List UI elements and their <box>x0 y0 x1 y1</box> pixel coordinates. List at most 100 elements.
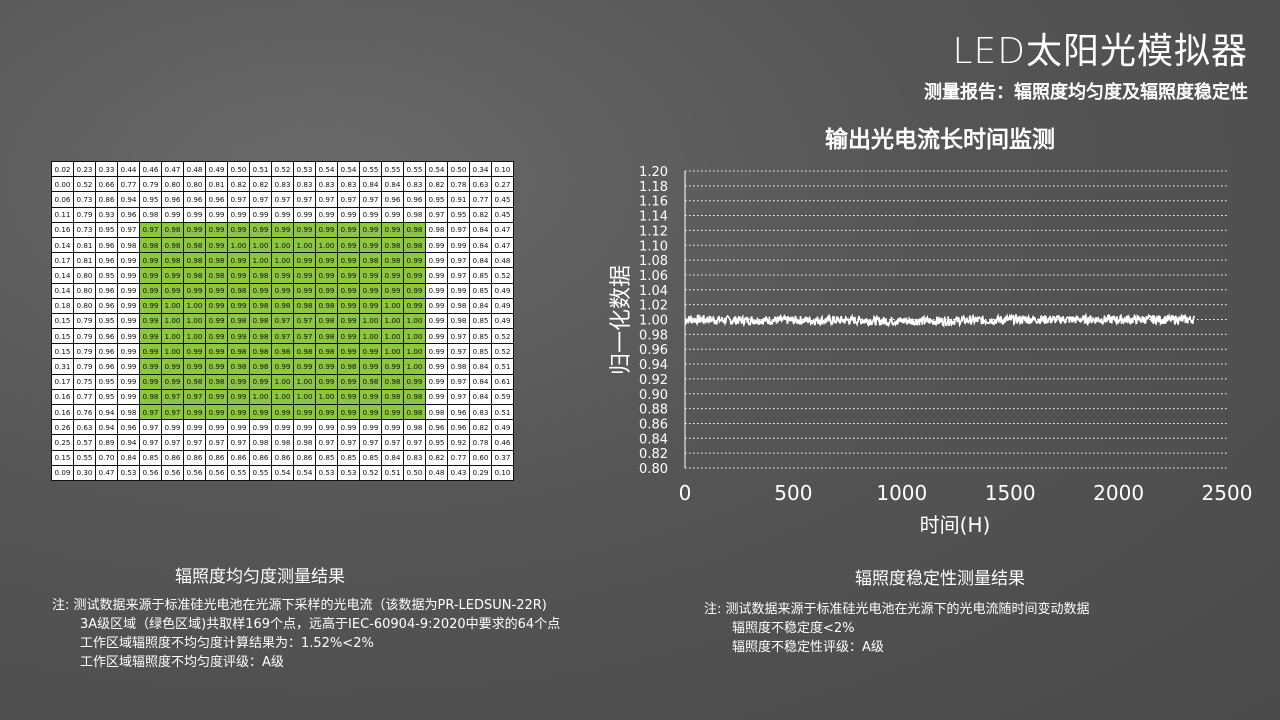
y-tick-label: 1.08 <box>639 254 668 269</box>
table-cell: 0.99 <box>403 252 426 269</box>
table-cell: 1.00 <box>359 312 382 330</box>
table-cell: 0.99 <box>139 373 162 390</box>
y-tick-label: 0.90 <box>639 388 668 403</box>
table-cell: 1.00 <box>403 312 426 330</box>
table-row: 0.17 0.81 0.96 0.99 0.99 0.98 0.98 0.98 0.99 1.00… <box>51 252 514 269</box>
table-cell: 0.98 <box>249 358 272 375</box>
table-cell: 0.53 <box>337 464 360 481</box>
table-cell: 0.99 <box>315 358 338 375</box>
table-cell: 0.99 <box>337 221 360 238</box>
table-cell: 1.00 <box>161 312 184 330</box>
table-cell: 0.99 <box>359 358 382 375</box>
table-row: 0.25 0.57 0.89 0.94 0.97 0.97 0.97 0.97 0.97 0.98… <box>51 434 514 451</box>
table-cell: 0.99 <box>403 297 426 314</box>
table-cell: 0.99 <box>227 267 250 284</box>
y-tick-label: 1.12 <box>639 224 668 239</box>
stability-note-line: 辐照度不稳定度<2% <box>732 621 855 636</box>
table-cell: 0.99 <box>337 388 360 406</box>
table-cell: 0.97 <box>161 388 184 406</box>
table-cell: 0.54 <box>293 464 316 481</box>
table-row: 0.18 0.80 0.96 0.99 0.99 1.00 1.00 0.99 0.99 0.98… <box>51 297 514 314</box>
x-tick-label: 2000 <box>1093 481 1144 505</box>
y-tick-label: 0.98 <box>639 328 668 343</box>
x-tick-labels: 0 500 1000 1500 2000 2500 <box>679 481 1253 505</box>
table-cell: 0.98 <box>403 221 426 238</box>
table-cell: 1.00 <box>293 388 316 406</box>
table-cell: 0.98 <box>205 252 228 269</box>
table-cell: 1.00 <box>271 252 294 269</box>
table-cell: 1.00 <box>183 328 206 345</box>
table-row: 0.11 0.79 0.93 0.96 0.98 0.99 0.99 0.99 0.99 0.99… <box>51 206 514 223</box>
irradiance-table: 0.02 0.23 0.33 0.44 0.46 0.47 0.48 0.49 0.50 0.51… <box>51 160 514 481</box>
y-tick-label: 0.84 <box>639 432 668 447</box>
x-tick-label: 2500 <box>1202 481 1253 505</box>
table-cell: 0.30 <box>73 464 96 481</box>
y-axis-label: 归一化数据 <box>609 265 634 375</box>
table-cell: 0.97 <box>293 328 316 345</box>
table-cell: 0.98 <box>249 297 272 314</box>
table-cell: 0.98 <box>227 282 250 299</box>
table-cell: 0.98 <box>381 252 404 269</box>
table-cell: 0.99 <box>161 282 184 299</box>
table-cell: 0.49 <box>491 282 514 299</box>
table-cell: 0.98 <box>381 236 404 254</box>
table-cell: 0.99 <box>381 403 404 421</box>
page-subtitle: 测量报告：辐照度均匀度及辐照度稳定性 <box>924 82 1248 103</box>
y-tick-label: 0.88 <box>639 403 668 418</box>
series-layer <box>684 312 1196 328</box>
table-cell: 0.99 <box>337 236 360 254</box>
table-row: 0.16 0.73 0.95 0.97 0.97 0.98 0.99 0.99 0.99 0.99… <box>51 221 514 238</box>
table-cell: 0.55 <box>249 464 272 481</box>
y-tick-label: 1.06 <box>639 269 668 284</box>
table-cell: 0.99 <box>337 403 360 421</box>
table-cell: 0.98 <box>315 312 338 330</box>
x-tick-label: 1500 <box>985 481 1036 505</box>
x-tick-label: 1000 <box>876 481 927 505</box>
uniformity-notes: 注: 测试数据来源于标准硅光电池在光源下采样的光电流（该数据为PR-LEDSUN… <box>52 596 560 672</box>
table-cell: 0.99 <box>227 373 250 390</box>
uniformity-note-line: 工作区域辐照度不均匀度计算结果为：1.52%<2% <box>80 636 374 651</box>
y-tick-label: 1.14 <box>639 210 668 225</box>
table-cell: 0.99 <box>293 358 316 375</box>
x-axis-label: 时间(H) <box>920 513 991 537</box>
table-cell: 1.00 <box>249 252 272 269</box>
table-cell: 0.98 <box>315 343 338 360</box>
table-cell: 0.99 <box>381 221 404 238</box>
y-tick-label: 1.10 <box>639 239 668 254</box>
table-cell: 0.55 <box>227 464 250 481</box>
x-tick-label: 0 <box>679 481 692 505</box>
series-line <box>684 312 1196 328</box>
table-cell: 1.00 <box>161 328 184 345</box>
table-cell: 0.99 <box>205 282 228 299</box>
table-cell: 0.99 <box>183 358 206 375</box>
table-cell: 0.99 <box>359 267 382 284</box>
table-cell: 0.99 <box>337 343 360 360</box>
table-cell: 0.99 <box>249 282 272 299</box>
chart-title: 输出光电流长时间监测 <box>825 127 1055 153</box>
table-cell: 0.99 <box>161 373 184 390</box>
table-cell: 0.98 <box>227 358 250 375</box>
y-tick-label: 0.92 <box>639 373 668 388</box>
table-cell: 0.97 <box>271 328 294 345</box>
table-cell: 0.99 <box>249 373 272 390</box>
table-cell: 0.29 <box>469 464 492 481</box>
table-row: 0.15 0.55 0.70 0.84 0.85 0.86 0.86 0.86 0.86 0.86… <box>51 449 514 466</box>
uniformity-note-line: 3A级区域（绿色区域)共取样169个点，远高于IEC-60904-9:2020中… <box>80 617 561 632</box>
y-tick-label: 1.04 <box>639 284 668 299</box>
table-cell: 0.99 <box>337 312 360 330</box>
stability-note-line: 注: 测试数据来源于标准硅光电池在光源下的光电流随时间变动数据 <box>704 602 1090 617</box>
table-cell: 0.99 <box>205 297 228 314</box>
table-cell: 0.99 <box>227 403 250 421</box>
table-row: 0.02 0.23 0.33 0.44 0.46 0.47 0.48 0.49 0.50 0.51… <box>51 160 514 178</box>
table-row: 0.00 0.52 0.66 0.77 0.79 0.80 0.80 0.81 0.82 0.82… <box>51 176 514 193</box>
table-cell: 0.98 <box>183 373 206 390</box>
uniformity-note-line: 注: 测试数据来源于标准硅光电池在光源下采样的光电流（该数据为PR-LEDSUN… <box>52 598 547 613</box>
table-cell: 0.47 <box>491 221 514 238</box>
page-title: LED太阳光模拟器 <box>952 31 1248 72</box>
table-cell: 0.46 <box>491 434 514 451</box>
table-cell: 0.56 <box>139 464 162 481</box>
table-row: 0.15 0.79 0.95 0.99 0.99 1.00 1.00 0.99 0.98 0.98… <box>51 312 514 330</box>
stability-caption: 辐照度稳定性测量结果 <box>855 569 1025 589</box>
table-cell: 0.98 <box>271 297 294 314</box>
